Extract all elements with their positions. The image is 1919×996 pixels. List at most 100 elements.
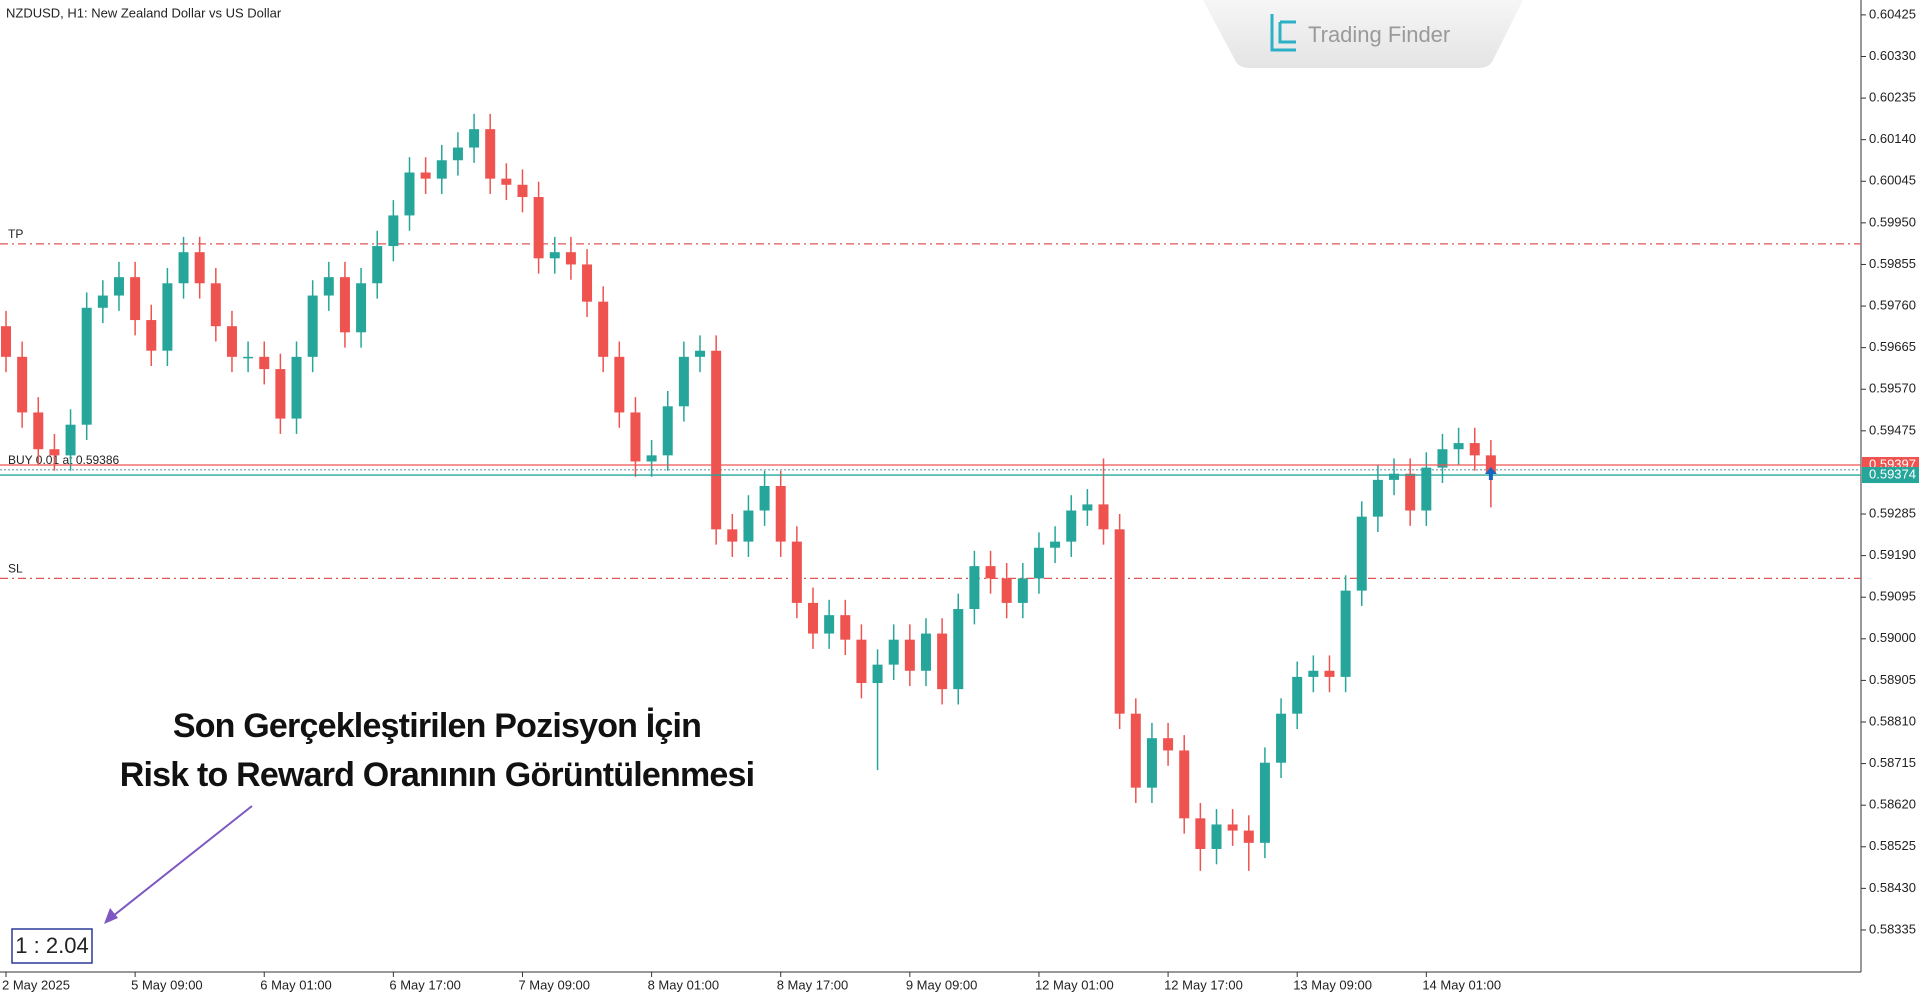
x-tick-label: 9 May 09:00 — [906, 977, 978, 992]
y-tick-label: 0.59570 — [1869, 381, 1916, 396]
candle-body — [146, 320, 157, 351]
candle-body — [888, 639, 899, 665]
y-tick-label: 0.59285 — [1869, 505, 1916, 520]
y-tick-label: 0.58810 — [1869, 713, 1916, 728]
x-tick-label: 7 May 09:00 — [518, 977, 590, 992]
candle-body — [1195, 818, 1206, 849]
candle-body — [1211, 824, 1222, 849]
candle-body — [243, 356, 254, 359]
candle-body — [1163, 738, 1174, 751]
x-tick-label: 2 May 2025 — [2, 977, 70, 992]
candle-body — [1292, 676, 1303, 714]
pointer-arrow-head — [104, 908, 118, 924]
candle-body — [1276, 713, 1287, 763]
brand-logo — [1270, 14, 1296, 52]
y-tick-label: 0.59095 — [1869, 589, 1916, 604]
x-tick-label: 13 May 09:00 — [1293, 977, 1372, 992]
candle-body — [1259, 762, 1270, 843]
y-tick-label: 0.59000 — [1869, 630, 1916, 645]
candle-body — [1453, 443, 1464, 450]
candle-body — [614, 356, 625, 413]
x-tick-label: 8 May 17:00 — [777, 977, 849, 992]
x-tick-label: 6 May 01:00 — [260, 977, 332, 992]
candle-body — [485, 129, 496, 179]
candle-body — [582, 264, 593, 302]
candle-body — [517, 184, 528, 198]
y-tick-label: 0.60330 — [1869, 48, 1916, 63]
candle-body — [549, 252, 560, 259]
candle-body — [872, 664, 883, 684]
candle-body — [291, 356, 302, 419]
candle-body — [113, 277, 124, 296]
candle-body — [1469, 443, 1480, 456]
candle-body — [194, 252, 205, 284]
y-tick-label: 0.58430 — [1869, 880, 1916, 895]
candle-body — [275, 369, 286, 419]
candle-body — [1308, 670, 1319, 677]
candle-body — [436, 160, 447, 179]
candle-body — [404, 172, 415, 216]
candle-body — [630, 412, 641, 462]
candle-body — [920, 633, 931, 671]
candle-body — [759, 486, 770, 511]
x-tick-label: 12 May 17:00 — [1164, 977, 1243, 992]
y-tick-label: 0.58905 — [1869, 672, 1916, 687]
candle-body — [49, 449, 60, 456]
candle-body — [969, 566, 980, 610]
candle-body — [97, 295, 108, 308]
y-tick-label: 0.58335 — [1869, 921, 1916, 936]
caption-line: Son Gerçekleştirilen Pozisyon İçin — [173, 707, 701, 745]
candle-body — [307, 295, 318, 357]
candle-body — [65, 424, 76, 456]
candle-body — [985, 566, 996, 579]
bid-label: 0.59374 — [1869, 466, 1916, 481]
candle-body — [808, 602, 818, 634]
candle-body — [937, 633, 948, 690]
candle-body — [598, 301, 609, 357]
candle-body — [1340, 590, 1351, 677]
candle-body — [743, 510, 754, 542]
candle-body — [904, 639, 915, 671]
y-tick-label: 0.60045 — [1869, 173, 1916, 188]
y-tick-label: 0.59475 — [1869, 422, 1916, 437]
candle-body — [210, 283, 221, 327]
candle-body — [1, 326, 11, 357]
candle-body — [1372, 479, 1383, 517]
x-tick-label: 8 May 01:00 — [648, 977, 720, 992]
y-tick-label: 0.58525 — [1869, 838, 1916, 853]
y-tick-label: 0.59950 — [1869, 214, 1916, 229]
candle-body — [727, 529, 738, 542]
candle-body — [81, 307, 92, 425]
y-tick-label: 0.60140 — [1869, 131, 1916, 146]
level-label: SL — [8, 562, 23, 576]
candle-body — [1324, 670, 1335, 677]
y-tick-label: 0.59855 — [1869, 256, 1916, 271]
y-tick-label: 0.59190 — [1869, 547, 1916, 562]
candle-body — [1421, 467, 1432, 511]
candle-body — [130, 277, 141, 321]
candle-body — [178, 252, 189, 284]
candle-body — [1114, 529, 1125, 714]
level-label: BUY 0.01 at 0.59386 — [8, 453, 120, 467]
candle-body — [259, 356, 270, 370]
candle-body — [1437, 449, 1448, 468]
candle-body — [1179, 750, 1190, 819]
candle-body — [452, 147, 463, 161]
candle-body — [1050, 541, 1061, 548]
candle-body — [1098, 504, 1109, 530]
candle-body — [501, 178, 512, 185]
y-tick-label: 0.59665 — [1869, 339, 1916, 354]
candle-body — [372, 246, 383, 284]
candle-body — [646, 455, 657, 462]
brand-name: Trading Finder — [1308, 22, 1450, 47]
candle-body — [953, 609, 964, 690]
candle-body — [533, 197, 544, 259]
candle-body — [162, 283, 173, 351]
candle-body — [1082, 504, 1093, 511]
chart-title: NZDUSD, H1: New Zealand Dollar vs US Dol… — [6, 5, 282, 20]
candle-body — [33, 412, 44, 450]
caption-line: Risk to Reward Oranının Görüntülenmesi — [120, 756, 755, 794]
candle-body — [226, 326, 237, 357]
bid-label-bg — [1862, 467, 1919, 484]
